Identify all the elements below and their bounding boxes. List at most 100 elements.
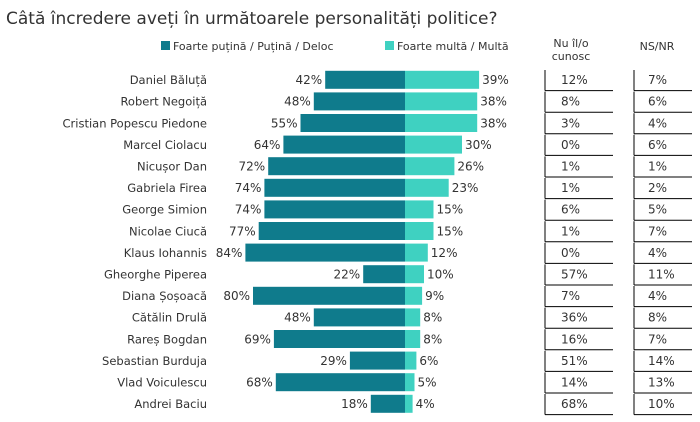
legend-label-high: Foarte multă / Multă — [397, 40, 509, 53]
cell-value-nsnr: 7% — [648, 332, 667, 346]
legend-swatch-low — [161, 41, 170, 50]
data-label-high: 6% — [419, 354, 438, 368]
data-label-high: 5% — [418, 376, 437, 390]
data-label-high: 10% — [427, 268, 454, 282]
cell-value-nsnr: 4% — [648, 289, 667, 303]
cell-value-unknown: 6% — [561, 203, 580, 217]
bar-low — [273, 330, 405, 348]
bar-high — [405, 351, 417, 370]
bar-high — [405, 157, 455, 176]
cell-value-unknown: 14% — [561, 376, 588, 390]
bar-high — [405, 70, 480, 89]
category-label: Vlad Voiculescu — [117, 376, 207, 390]
bar-low — [363, 265, 405, 284]
bar-high — [405, 265, 424, 284]
data-label-low: 42% — [296, 73, 323, 87]
data-label-high: 8% — [423, 311, 442, 325]
cell-value-unknown: 1% — [561, 224, 580, 238]
column-header-unknown: Nu îl/o cunosc — [552, 37, 591, 63]
data-label-high: 38% — [480, 95, 507, 109]
bar-high — [405, 114, 478, 132]
bar-low — [283, 135, 405, 154]
data-label-low: 55% — [271, 116, 298, 130]
cell-value-nsnr: 2% — [648, 181, 667, 195]
bar-low — [264, 178, 405, 197]
category-label: Klaus Iohannis — [124, 246, 207, 260]
category-label: Nicolae Ciucă — [129, 224, 207, 238]
cell-value-nsnr: 14% — [648, 354, 675, 368]
legend-swatch-high — [385, 41, 394, 50]
data-label-low: 48% — [284, 95, 311, 109]
data-label-low: 77% — [229, 224, 256, 238]
cell-value-nsnr: 13% — [648, 376, 675, 390]
cell-value-nsnr: 11% — [648, 268, 675, 282]
cell-value-unknown: 3% — [561, 116, 580, 130]
data-label-low: 72% — [239, 160, 266, 174]
cell-value-unknown: 8% — [561, 95, 580, 109]
bar-low — [268, 157, 405, 176]
data-label-low: 69% — [244, 332, 271, 346]
data-label-low: 84% — [216, 246, 243, 260]
bar-high — [405, 373, 415, 392]
extra-column-headers: Nu îl/o cunosc NS/NR — [552, 37, 675, 63]
data-label-low: 29% — [320, 354, 347, 368]
bar-low — [245, 243, 405, 262]
bar-high — [405, 330, 421, 348]
cell-value-nsnr: 8% — [648, 311, 667, 325]
category-label: Cristian Popescu Piedone — [63, 116, 208, 130]
data-label-low: 80% — [223, 289, 250, 303]
cell-value-unknown: 1% — [561, 181, 580, 195]
bar-low — [300, 114, 405, 132]
cell-value-unknown: 12% — [561, 73, 588, 87]
bar-low — [349, 351, 405, 370]
cell-value-unknown: 0% — [561, 246, 580, 260]
data-label-high: 38% — [480, 116, 507, 130]
data-label-low: 74% — [235, 181, 262, 195]
bar-low — [253, 286, 405, 305]
category-label: Robert Negoiță — [120, 95, 207, 109]
category-label: Gabriela Firea — [127, 181, 207, 195]
data-label-high: 8% — [423, 332, 442, 346]
cell-value-nsnr: 5% — [648, 203, 667, 217]
bar-high — [405, 222, 434, 240]
data-label-high: 30% — [465, 138, 492, 152]
bar-high — [405, 308, 421, 327]
cell-value-nsnr: 4% — [648, 246, 667, 260]
chart-rows: Daniel Băluță 42% 39% 12% 7% Robert Negoiță 48… — [63, 70, 692, 416]
bar-low — [275, 373, 405, 392]
category-label: Rareș Bogdan — [127, 332, 207, 346]
bar-low — [264, 200, 405, 219]
data-label-high: 39% — [482, 73, 509, 87]
legend: Foarte puțină / Puțină / Deloc Foarte mu… — [161, 40, 509, 53]
cell-value-unknown: 51% — [561, 354, 588, 368]
data-label-high: 12% — [431, 246, 458, 260]
bar-high — [405, 92, 478, 111]
category-label: Diana Șoșoacă — [122, 289, 207, 303]
bar-high — [405, 394, 413, 413]
cell-value-nsnr: 1% — [648, 160, 667, 174]
bar-low — [258, 222, 405, 240]
cell-value-nsnr: 10% — [648, 397, 675, 411]
category-label: Cătălin Drulă — [132, 311, 207, 325]
legend-label-low: Foarte puțină / Puțină / Deloc — [173, 40, 334, 53]
data-label-high: 26% — [457, 160, 484, 174]
bar-low — [325, 70, 405, 89]
cell-value-unknown: 0% — [561, 138, 580, 152]
category-label: Andrei Baciu — [134, 397, 207, 411]
cell-value-unknown: 1% — [561, 160, 580, 174]
data-label-high: 15% — [437, 224, 464, 238]
cell-value-unknown: 7% — [561, 289, 580, 303]
data-label-low: 22% — [334, 268, 361, 282]
bar-high — [405, 200, 434, 219]
bar-high — [405, 178, 449, 197]
data-label-high: 23% — [452, 181, 479, 195]
category-label: Nicușor Dan — [137, 160, 207, 174]
cell-value-nsnr: 6% — [648, 95, 667, 109]
cell-value-nsnr: 7% — [648, 73, 667, 87]
data-label-high: 15% — [437, 203, 464, 217]
cell-value-unknown: 57% — [561, 268, 588, 282]
category-label: George Simion — [122, 203, 207, 217]
category-label: Marcel Ciolacu — [123, 138, 207, 152]
